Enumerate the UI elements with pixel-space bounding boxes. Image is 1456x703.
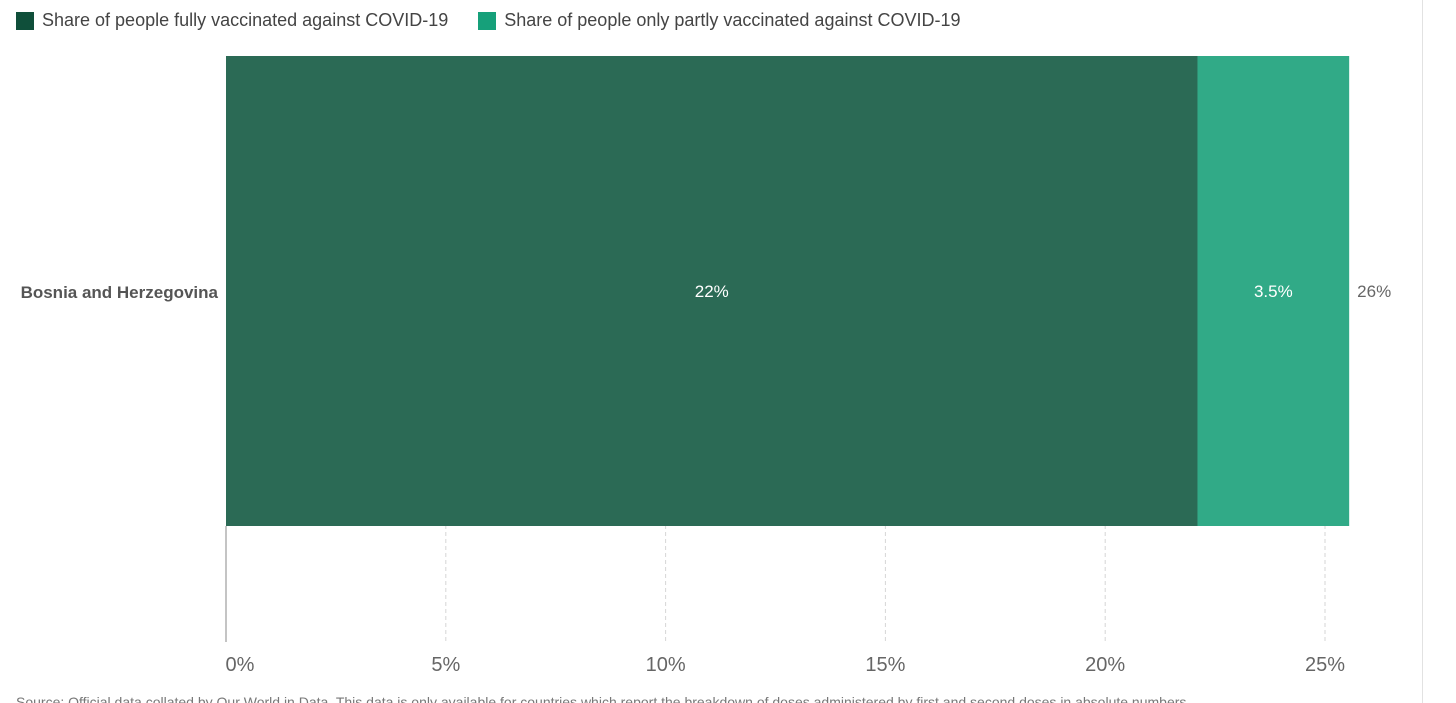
legend: Share of people fully vaccinated against… [16, 10, 961, 31]
source-note: Source: Official data collated by Our Wo… [16, 694, 1191, 703]
x-tick-label-15: 15% [865, 654, 905, 676]
bar-label-partly: 3.5% [1254, 282, 1293, 301]
legend-item-partly-vaccinated[interactable]: Share of people only partly vaccinated a… [478, 10, 961, 31]
bar-segment-partly[interactable] [1197, 56, 1350, 526]
legend-swatch-partly [478, 11, 497, 30]
bar-label-fully: 22% [695, 282, 729, 301]
x-tick-label-25: 25% [1305, 654, 1345, 676]
legend-item-fully-vaccinated[interactable]: Share of people fully vaccinated against… [16, 10, 448, 31]
legend-label-fully: Share of people fully vaccinated against… [42, 10, 449, 30]
legend-label-partly: Share of people only partly vaccinated a… [504, 10, 961, 30]
legend-swatch-fully [16, 11, 34, 30]
x-tick-label-5: 5% [431, 654, 460, 676]
bar-total-label: 26% [1357, 282, 1391, 301]
category-label: Bosnia and Herzegovina [21, 283, 219, 302]
x-tick-label-20: 20% [1085, 654, 1125, 676]
stacked-bar-chart: 22% 3.5% 26% Bosnia and Herzegovina 0% 5% 10% 1… [21, 56, 1391, 676]
x-tick-label-10: 10% [646, 654, 686, 676]
panel-border [1422, 0, 1423, 703]
bar-segment-fully[interactable] [226, 56, 1198, 526]
x-tick-label-0: 0% [226, 654, 255, 676]
